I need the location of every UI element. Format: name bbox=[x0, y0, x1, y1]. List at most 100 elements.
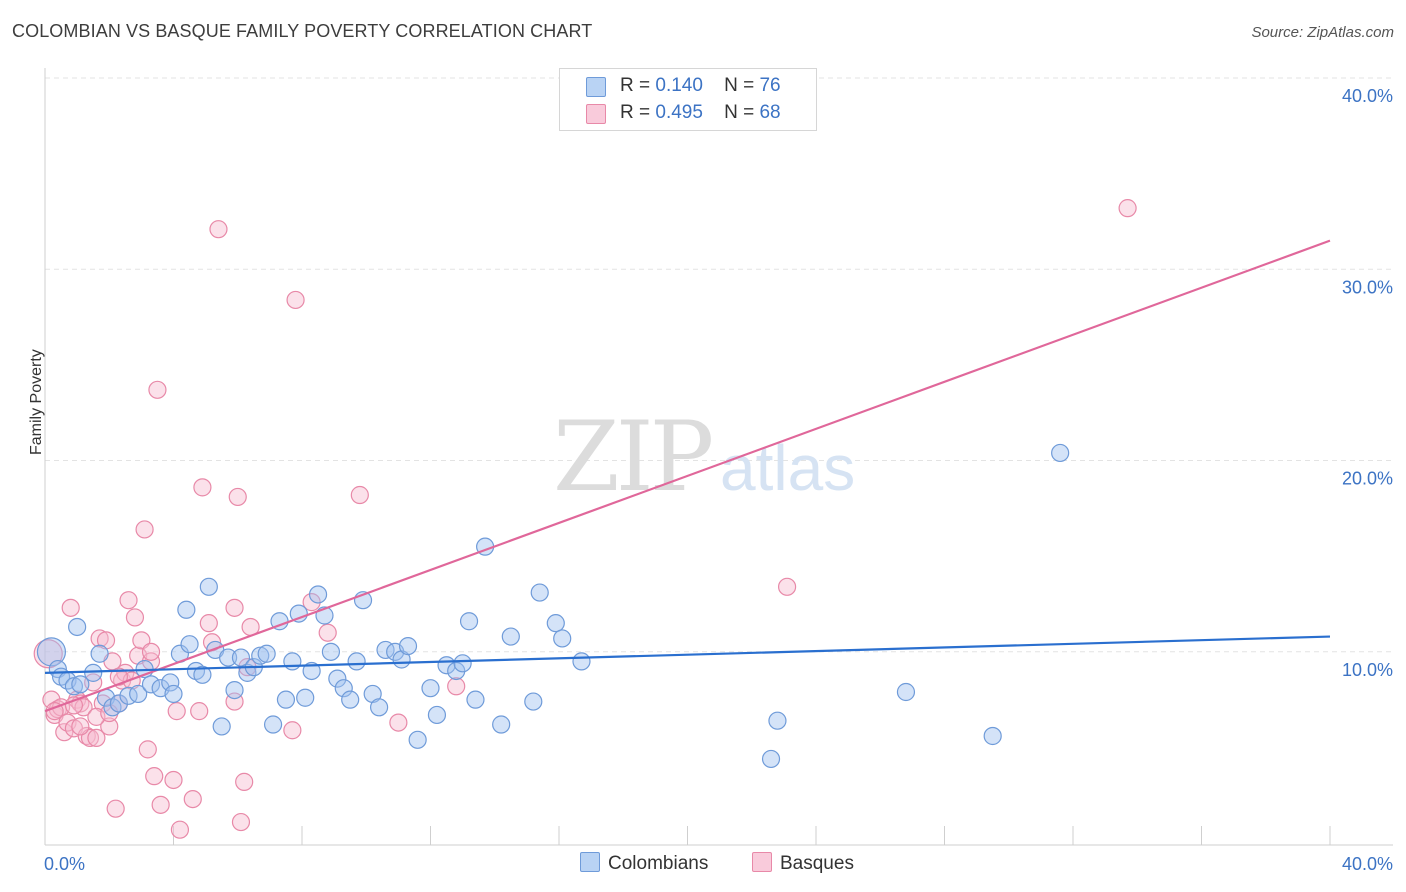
colombians-point bbox=[71, 675, 90, 694]
y-axis-label: Family Poverty bbox=[28, 349, 45, 455]
colombians-point bbox=[180, 635, 199, 654]
colombians-point bbox=[421, 679, 440, 698]
colombians-point bbox=[466, 690, 485, 709]
basques-point bbox=[119, 591, 138, 610]
legend-label-basques: Basques bbox=[780, 853, 854, 874]
y-tick-label: 10.0% bbox=[1342, 660, 1393, 680]
legend-item-colombians[interactable]: Colombians bbox=[580, 852, 708, 875]
basques-swatch bbox=[752, 852, 772, 872]
basques-point bbox=[231, 812, 251, 832]
colombians-point bbox=[90, 644, 109, 663]
basques-point bbox=[235, 772, 254, 791]
colombians-points bbox=[36, 443, 1070, 769]
colombians-point bbox=[161, 673, 180, 692]
colombians-point bbox=[199, 577, 218, 596]
legend-n-value: 68 bbox=[759, 102, 781, 123]
x-tick-label: 0.0% bbox=[44, 854, 85, 874]
basques-point bbox=[148, 380, 167, 399]
y-tick-label: 30.0% bbox=[1342, 277, 1393, 297]
legend-n-label: N = bbox=[724, 102, 755, 123]
basques-point bbox=[106, 799, 125, 818]
basques-point bbox=[100, 703, 119, 723]
basques-swatch bbox=[586, 104, 606, 124]
colombians-point bbox=[398, 636, 418, 656]
colombians-point bbox=[896, 682, 916, 702]
legend-label-colombians: Colombians bbox=[608, 853, 709, 874]
colombians-point bbox=[459, 612, 479, 631]
colombians-swatch bbox=[586, 77, 606, 97]
colombians-point bbox=[572, 652, 591, 671]
y-tick-label: 20.0% bbox=[1342, 469, 1393, 489]
basques-point bbox=[190, 702, 209, 721]
colombians-point bbox=[328, 669, 347, 688]
legend-n-value: 76 bbox=[759, 75, 781, 96]
axes bbox=[44, 68, 1393, 846]
tick-labels: 10.0% 20.0% 30.0% 40.0% 0.0% 40.0% bbox=[44, 86, 1393, 874]
colombians-point bbox=[296, 688, 315, 707]
colombians-point bbox=[546, 614, 565, 633]
basques-point bbox=[100, 717, 119, 736]
trend-lines bbox=[44, 239, 1331, 713]
colombians-point bbox=[129, 684, 148, 704]
basques-point bbox=[225, 598, 244, 617]
basques-point bbox=[138, 740, 157, 759]
basques-points bbox=[33, 199, 1137, 839]
colombians-point bbox=[193, 665, 212, 684]
colombians-point bbox=[334, 679, 353, 698]
basques-point bbox=[90, 629, 109, 648]
basques-point bbox=[145, 767, 164, 786]
colombians-swatch bbox=[580, 852, 600, 872]
colombians-point bbox=[370, 698, 389, 717]
colombians-point bbox=[225, 680, 244, 700]
colombians-point bbox=[263, 715, 283, 734]
colombians-point bbox=[308, 585, 328, 604]
basques-point bbox=[286, 290, 305, 310]
y-tick-label: 40.0% bbox=[1342, 86, 1393, 106]
colombians-point bbox=[983, 726, 1002, 746]
source-label: Source: ZipAtlas.com bbox=[1251, 24, 1394, 41]
colombians-point bbox=[212, 717, 231, 736]
colombians-point bbox=[347, 652, 366, 671]
legend-n-label: N = bbox=[724, 75, 755, 96]
colombians-point bbox=[219, 648, 238, 667]
basques-point bbox=[87, 728, 106, 748]
legend-r-value: 0.495 bbox=[655, 102, 703, 123]
x-tick-label: 40.0% bbox=[1342, 854, 1393, 874]
colombians-trend-line bbox=[44, 635, 1331, 674]
basques-point bbox=[389, 713, 408, 732]
watermark: ZIP atlas bbox=[553, 401, 855, 513]
colombians-point bbox=[177, 600, 196, 619]
colombians-point bbox=[164, 684, 183, 704]
colombians-point bbox=[530, 583, 549, 602]
colombians-point bbox=[84, 663, 103, 682]
basques-point bbox=[209, 220, 228, 239]
legend-item-basques[interactable]: Basques bbox=[752, 852, 854, 875]
basques-point bbox=[193, 478, 212, 497]
basques-point bbox=[135, 520, 154, 539]
basques-point bbox=[350, 485, 369, 505]
basques-point bbox=[164, 770, 183, 790]
basques-point bbox=[228, 487, 247, 507]
basques-point bbox=[61, 598, 80, 617]
grid-lines bbox=[45, 77, 1393, 653]
watermark-atlas: atlas bbox=[720, 432, 855, 504]
colombians-point bbox=[68, 617, 87, 637]
colombians-point bbox=[1051, 443, 1070, 463]
colombians-point bbox=[427, 705, 447, 725]
colombians-point bbox=[257, 644, 276, 663]
colombians-point bbox=[64, 677, 84, 696]
basques-point bbox=[283, 721, 302, 740]
legend-r-label: R = bbox=[620, 75, 651, 96]
colombians-point bbox=[36, 637, 67, 667]
colombians-point bbox=[492, 715, 511, 734]
colombians-point bbox=[231, 648, 251, 667]
legend-r-value: 0.140 bbox=[655, 75, 703, 96]
colombians-point bbox=[341, 690, 360, 709]
colombians-point bbox=[321, 642, 341, 661]
colombians-point bbox=[553, 629, 572, 648]
colombians-point bbox=[768, 711, 787, 730]
basques-point bbox=[167, 702, 186, 721]
colombians-point bbox=[251, 646, 270, 665]
basques-point bbox=[318, 623, 337, 642]
